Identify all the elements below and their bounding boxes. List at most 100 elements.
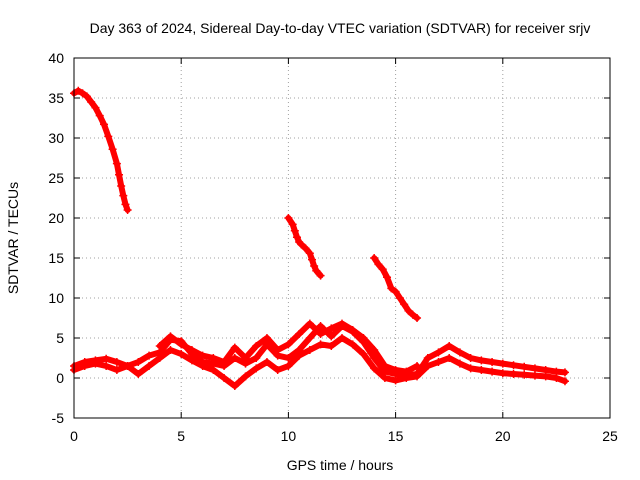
data-point bbox=[530, 371, 539, 380]
data-point bbox=[108, 145, 117, 154]
data-point bbox=[123, 206, 132, 214]
data-point bbox=[230, 382, 239, 390]
data-point bbox=[292, 233, 301, 242]
data-point bbox=[374, 260, 383, 269]
data-point bbox=[297, 240, 306, 249]
data-point bbox=[155, 354, 164, 362]
data-point bbox=[177, 340, 186, 349]
data-point bbox=[198, 351, 207, 360]
data-point bbox=[316, 340, 325, 349]
data-point bbox=[370, 364, 379, 373]
data-point bbox=[359, 334, 368, 342]
data-point bbox=[262, 358, 271, 366]
data-point bbox=[305, 249, 314, 258]
data-point bbox=[359, 350, 368, 358]
data-point bbox=[327, 342, 336, 350]
data-point bbox=[273, 346, 282, 354]
x-tick-label: 10 bbox=[281, 428, 297, 444]
data-point bbox=[91, 359, 100, 368]
data-point bbox=[338, 334, 346, 342]
x-tick-label: 5 bbox=[177, 428, 185, 444]
data-point bbox=[445, 342, 454, 350]
data-point bbox=[241, 354, 250, 362]
data-layer bbox=[70, 86, 569, 390]
data-point bbox=[316, 322, 325, 330]
data-point bbox=[295, 351, 304, 360]
data-point bbox=[305, 334, 314, 342]
data-point bbox=[455, 359, 464, 368]
data-point bbox=[95, 111, 104, 120]
data-point bbox=[560, 368, 569, 377]
data-point bbox=[273, 366, 282, 374]
data-point bbox=[413, 372, 422, 381]
data-point bbox=[87, 98, 96, 106]
data-point bbox=[209, 366, 218, 374]
data-point bbox=[177, 350, 186, 358]
data-point bbox=[112, 159, 121, 168]
data-point bbox=[187, 356, 196, 365]
y-tick-label: 15 bbox=[48, 250, 64, 266]
data-point bbox=[115, 170, 124, 179]
data-point bbox=[498, 359, 507, 368]
y-axis-label: SDTVAR / TECUs bbox=[5, 182, 21, 294]
data-point bbox=[498, 369, 507, 378]
data-point bbox=[198, 362, 207, 370]
data-point bbox=[380, 362, 389, 370]
y-tick-label: -5 bbox=[52, 410, 65, 426]
data-point bbox=[145, 351, 154, 360]
data-point bbox=[477, 356, 486, 365]
data-point bbox=[316, 330, 325, 338]
data-point bbox=[307, 255, 316, 264]
data-point bbox=[301, 244, 310, 253]
data-point bbox=[380, 374, 389, 382]
y-tick-label: 5 bbox=[56, 330, 64, 346]
data-point bbox=[187, 346, 196, 354]
data-point bbox=[370, 346, 379, 354]
data-point bbox=[391, 376, 400, 385]
x-tick-label: 25 bbox=[602, 428, 618, 444]
y-tick-label: 35 bbox=[48, 90, 64, 106]
data-point bbox=[284, 362, 293, 370]
data-point bbox=[295, 330, 304, 338]
data-point bbox=[119, 191, 128, 200]
data-point bbox=[383, 273, 392, 282]
data-point bbox=[145, 362, 154, 370]
data-point bbox=[166, 332, 175, 341]
data-point bbox=[541, 372, 550, 381]
data-point bbox=[134, 370, 143, 378]
data-point bbox=[112, 358, 121, 366]
series-line-track-1-decline bbox=[71, 87, 131, 213]
data-point bbox=[387, 284, 396, 293]
data-point bbox=[445, 354, 454, 362]
y-tick-label: 25 bbox=[48, 170, 64, 186]
x-axis-label: GPS time / hours bbox=[287, 457, 394, 473]
data-point bbox=[455, 348, 464, 357]
data-point bbox=[102, 354, 111, 363]
data-point bbox=[80, 362, 89, 370]
data-point bbox=[284, 214, 293, 222]
data-point bbox=[305, 346, 314, 354]
y-tick-label: 10 bbox=[48, 290, 64, 306]
data-point bbox=[117, 182, 126, 190]
x-tick-label: 0 bbox=[70, 428, 78, 444]
data-point bbox=[134, 358, 143, 366]
data-point bbox=[520, 362, 529, 371]
data-point bbox=[552, 374, 561, 382]
data-point bbox=[404, 306, 413, 315]
data-point bbox=[121, 200, 130, 209]
data-point bbox=[123, 362, 132, 370]
data-point bbox=[348, 326, 357, 334]
data-point bbox=[413, 314, 422, 322]
data-point bbox=[395, 294, 404, 302]
data-point bbox=[104, 132, 113, 141]
data-point bbox=[155, 342, 164, 350]
data-point bbox=[74, 86, 83, 95]
y-tick-label: 30 bbox=[48, 130, 64, 146]
data-point bbox=[509, 361, 518, 370]
data-point bbox=[391, 287, 400, 296]
data-point bbox=[530, 364, 539, 373]
data-point bbox=[378, 265, 387, 274]
data-point bbox=[509, 370, 518, 378]
data-point bbox=[78, 89, 87, 98]
